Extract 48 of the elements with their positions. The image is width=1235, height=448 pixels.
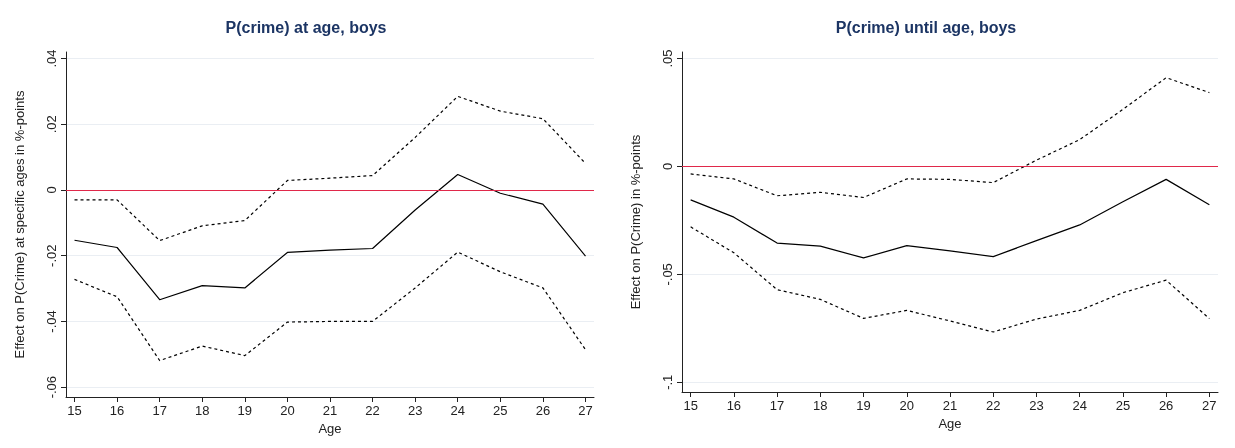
x-tick-label: 18 <box>195 403 210 418</box>
x-tick-label: 22 <box>365 403 380 418</box>
y-tick-label: -.05 <box>660 263 675 286</box>
y-axis-title: Effect on P(Crime) in %-points <box>628 134 643 310</box>
chart-title: P(crime) until age, boys <box>835 18 1017 36</box>
x-axis-title: Age <box>318 420 342 436</box>
x-tick-label: 21 <box>322 403 338 418</box>
x-tick-label: 15 <box>683 398 698 413</box>
x-tick-label: 18 <box>813 398 828 413</box>
x-tick-label: 15 <box>67 403 82 418</box>
line-series <box>690 178 1210 259</box>
x-tick-label: 26 <box>1158 398 1174 413</box>
x-tick-label: 27 <box>1202 398 1217 413</box>
x-tick-label: 16 <box>726 398 742 413</box>
y-axis-title: Effect on P(Crime) at specific ages in %-points <box>12 90 27 359</box>
x-tick-label: 19 <box>856 398 871 413</box>
y-tick-label: .02 <box>44 115 59 134</box>
y-tick-label: .04 <box>44 49 59 68</box>
x-tick-label: 16 <box>109 403 125 418</box>
line-series <box>73 95 587 242</box>
y-tick-label: -.02 <box>44 244 59 267</box>
x-tick-label: 17 <box>152 403 167 418</box>
y-tick-label: -.04 <box>44 310 59 333</box>
x-tick-label: 25 <box>493 403 508 418</box>
y-tick-label: 0 <box>660 162 675 171</box>
x-tick-label: 20 <box>899 398 915 413</box>
x-tick-label: 26 <box>535 403 551 418</box>
x-tick-label: 23 <box>407 403 423 418</box>
x-tick-label: 19 <box>237 403 253 418</box>
x-tick-label: 25 <box>1115 398 1131 413</box>
x-tick-label: 22 <box>985 398 1001 413</box>
x-tick-label: 24 <box>450 403 465 418</box>
y-tick-label: -.06 <box>44 375 59 399</box>
line-series <box>690 226 1210 333</box>
x-tick-label: 20 <box>280 403 295 418</box>
y-tick-label: -.1 <box>660 374 675 390</box>
y-tick-label: 0 <box>44 186 59 194</box>
x-tick-label: 17 <box>769 398 785 413</box>
x-axis-title: Age <box>938 415 962 431</box>
x-tick-label: 21 <box>942 398 958 413</box>
line-series <box>73 173 587 301</box>
line-series <box>690 77 1210 199</box>
chart-title: P(crime) at age, boys <box>225 18 387 36</box>
x-tick-label: 27 <box>578 403 593 418</box>
y-tick-label: .05 <box>660 49 675 68</box>
line-series <box>73 251 587 362</box>
x-tick-label: 23 <box>1029 398 1044 413</box>
x-tick-label: 24 <box>1072 398 1087 413</box>
